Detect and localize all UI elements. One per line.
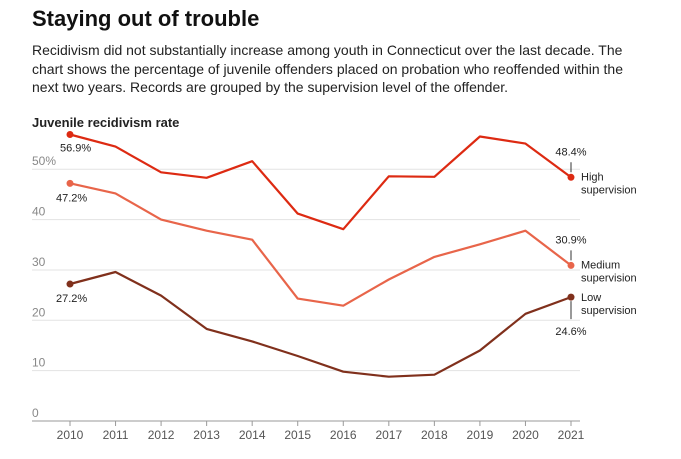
end-value-label: 48.4% bbox=[555, 146, 586, 158]
x-tick-label: 2015 bbox=[284, 428, 311, 442]
chart-title: Staying out of trouble bbox=[32, 6, 260, 31]
y-tick-label: 0 bbox=[32, 406, 39, 420]
series-start-point bbox=[66, 280, 74, 288]
x-tick-label: 2014 bbox=[239, 428, 266, 442]
x-tick-label: 2020 bbox=[512, 428, 539, 442]
y-tick-label: 20 bbox=[32, 305, 46, 319]
series-line bbox=[68, 182, 573, 307]
grid-lines: 0 10 20 30 40 50% bbox=[32, 154, 580, 422]
x-tick-label: 2017 bbox=[375, 428, 402, 442]
x-tick-label: 2012 bbox=[148, 428, 175, 442]
series-end-point bbox=[567, 261, 575, 269]
series-line bbox=[68, 270, 573, 378]
x-tick-label: 2019 bbox=[467, 428, 494, 442]
x-tick-label: 2011 bbox=[103, 428, 129, 442]
x-tick-label: 2010 bbox=[57, 428, 84, 442]
series-end-point bbox=[567, 293, 575, 301]
x-axis: 2010 2011 2012 2013 2014 2015 2016 2017 2018 2019… bbox=[57, 421, 585, 442]
chart-subtitle: Recidivism did not substantially increas… bbox=[32, 42, 623, 95]
series-name-label: High bbox=[581, 171, 604, 183]
start-value-label: 47.2% bbox=[56, 192, 87, 204]
y-tick-label: 40 bbox=[32, 205, 46, 219]
x-tick-label: 2016 bbox=[330, 428, 357, 442]
chart-heading: Juvenile recidivism rate bbox=[32, 115, 180, 130]
y-tick-label: 10 bbox=[32, 356, 46, 370]
series-name-label: Low bbox=[581, 292, 601, 304]
x-tick-label: 2021 bbox=[558, 428, 585, 442]
series-name-label: Medium bbox=[581, 259, 620, 271]
series-start-point bbox=[66, 131, 74, 139]
series-name-label: supervision bbox=[581, 184, 637, 196]
data-labels: 56.9% 48.4%Highsupervision47.2%30.9%Mediu… bbox=[56, 143, 637, 339]
end-value-label: 24.6% bbox=[555, 326, 586, 338]
y-tick-label: 30 bbox=[32, 255, 46, 269]
start-value-label: 56.9% bbox=[60, 143, 91, 155]
series-end-point bbox=[567, 173, 575, 181]
series-name-label: supervision bbox=[581, 272, 637, 284]
y-tick-label: 50% bbox=[32, 154, 56, 168]
x-tick-label: 2013 bbox=[193, 428, 220, 442]
x-tick-label: 2018 bbox=[421, 428, 448, 442]
end-value-label: 30.9% bbox=[555, 234, 586, 246]
series-start-point bbox=[66, 179, 74, 187]
series-line bbox=[68, 133, 573, 231]
series-layer bbox=[66, 131, 575, 378]
start-value-label: 27.2% bbox=[56, 293, 87, 305]
series-name-label: supervision bbox=[581, 305, 637, 317]
